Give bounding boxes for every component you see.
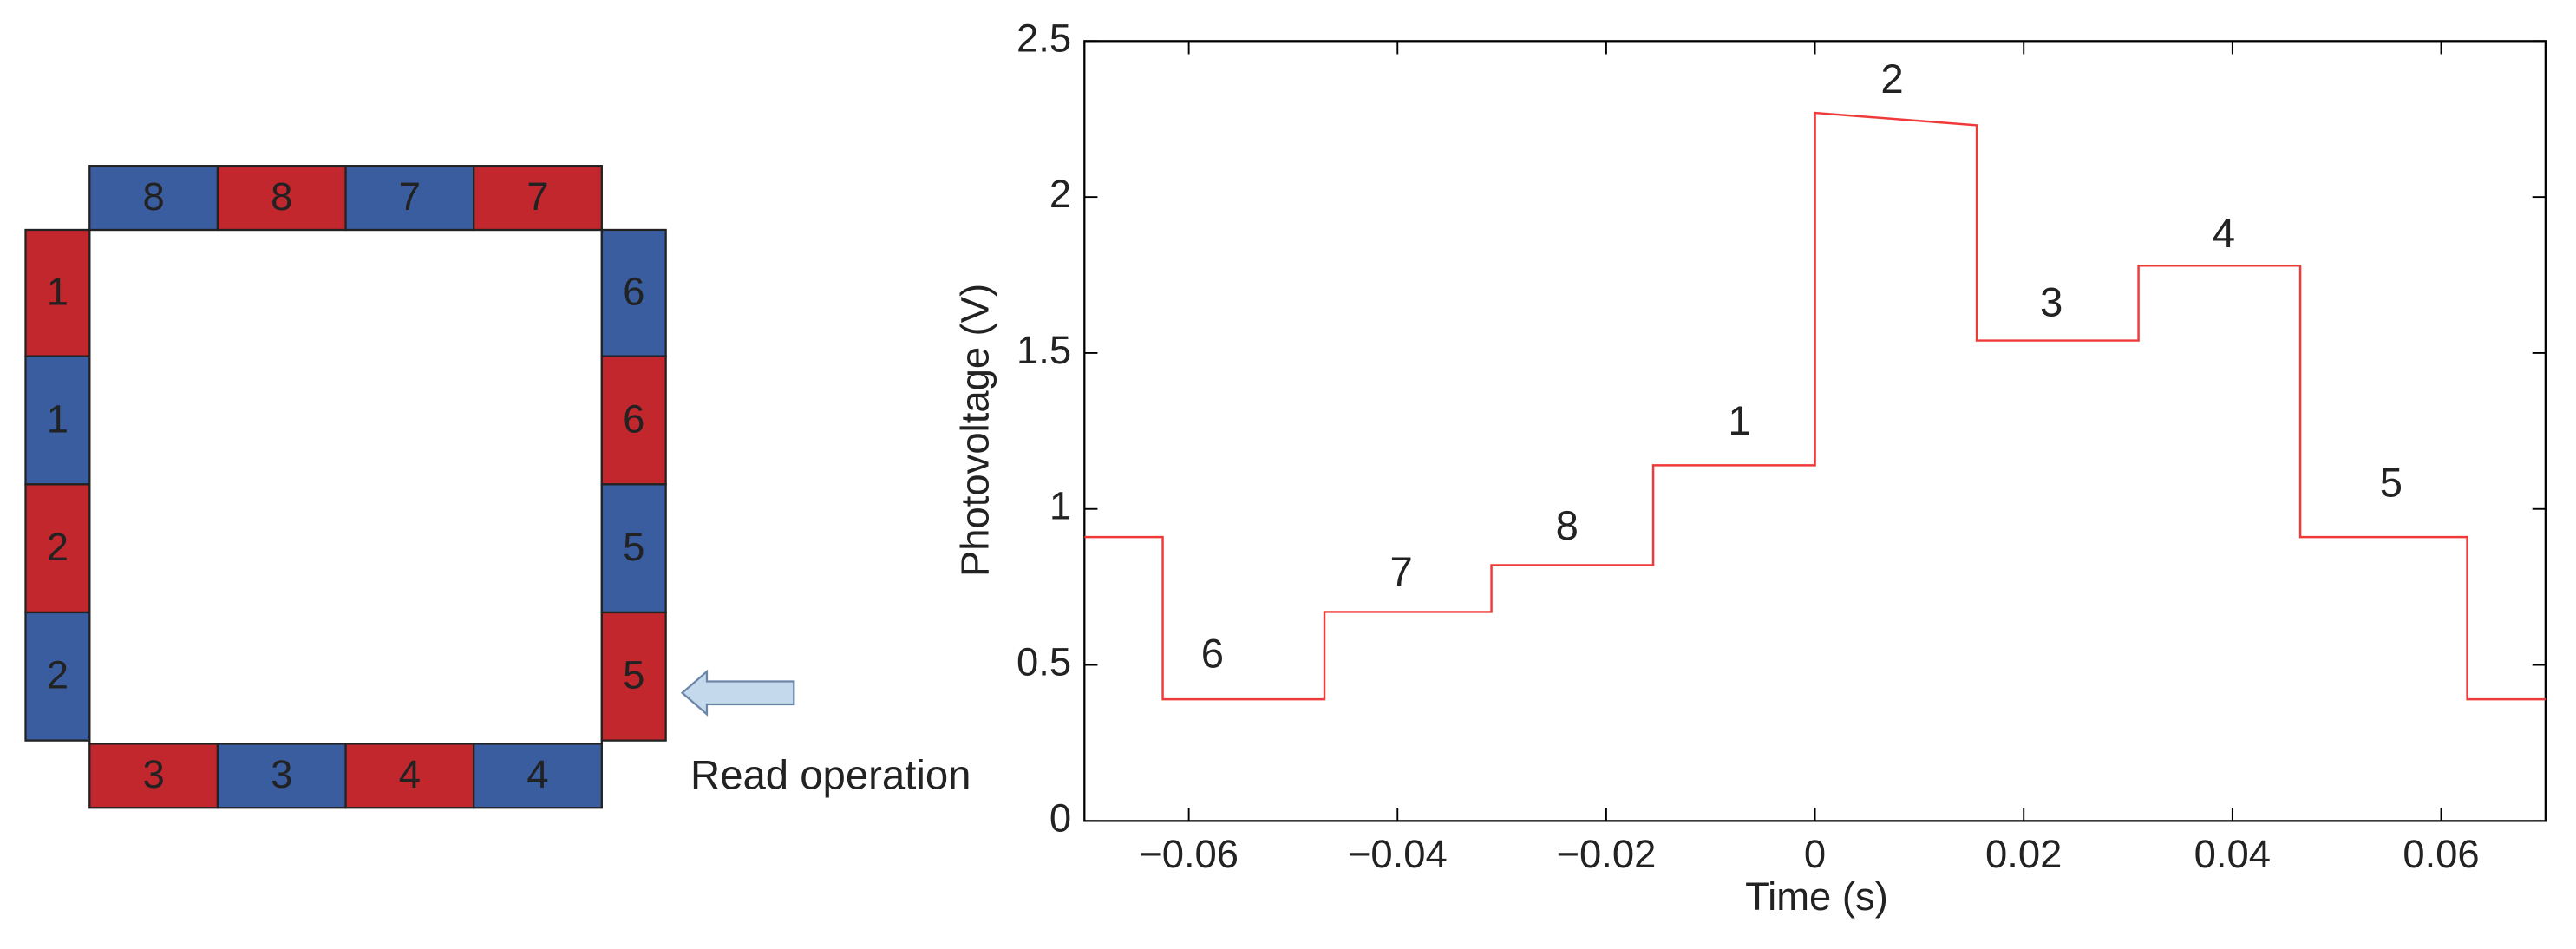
- block-label: 6: [623, 270, 644, 314]
- x-tick-label: 0: [1804, 832, 1826, 876]
- block-label: 5: [623, 653, 644, 697]
- step-annotation: 1: [1728, 398, 1750, 444]
- block-label: 3: [142, 752, 164, 796]
- memory-block: [24, 355, 91, 486]
- memory-ring-frame: [88, 228, 603, 745]
- y-tick-label: 0: [1049, 795, 1071, 840]
- memory-block: [88, 165, 219, 232]
- memory-block: [88, 743, 219, 809]
- block-label: 2: [47, 525, 69, 569]
- block-label: 7: [526, 174, 548, 219]
- block-label: 5: [623, 525, 644, 569]
- y-axis-label: Photovoltage (V): [952, 284, 997, 577]
- memory-block: [24, 611, 91, 742]
- block-label: 3: [271, 752, 292, 796]
- y-tick-label: 1.5: [1017, 328, 1071, 372]
- y-tick-label: 2: [1049, 172, 1071, 216]
- memory-block: [473, 165, 603, 232]
- memory-block: [600, 483, 667, 614]
- y-tick-label: 1: [1049, 484, 1071, 528]
- block-label: 2: [47, 653, 69, 697]
- memory-block: [344, 743, 475, 809]
- x-tick-label: 0.06: [2403, 832, 2479, 876]
- signal-line: [1084, 111, 2546, 701]
- memory-block: [24, 483, 91, 614]
- memory-block: [600, 611, 667, 742]
- x-tick-label: 0.02: [1985, 832, 2062, 876]
- memory-block: [600, 228, 667, 357]
- read-caption: Read operation: [690, 753, 971, 799]
- block-label: 1: [47, 396, 69, 441]
- x-tick-label: −0.04: [1348, 832, 1448, 876]
- block-label: 8: [142, 174, 164, 219]
- x-tick-label: −0.06: [1139, 832, 1239, 876]
- block-label: 7: [399, 174, 421, 219]
- memory-block: [216, 743, 347, 809]
- x-axis-label: Time (s): [1745, 874, 1888, 919]
- x-tick-label: 0.04: [2194, 832, 2271, 876]
- block-label: 4: [526, 752, 548, 796]
- y-tick-label: 0.5: [1017, 640, 1071, 684]
- step-annotation: 4: [2213, 211, 2235, 257]
- block-label: 4: [399, 752, 421, 796]
- step-annotation: 5: [2380, 461, 2403, 507]
- read-arrow: [680, 669, 795, 717]
- memory-block: [216, 165, 347, 232]
- y-tick-label: 2.5: [1017, 16, 1071, 60]
- x-tick-label: −0.02: [1556, 832, 1656, 876]
- block-label: 6: [623, 396, 644, 441]
- step-annotation: 8: [1556, 503, 1579, 549]
- step-annotation: 2: [1880, 56, 1903, 102]
- step-annotation: 7: [1389, 549, 1412, 595]
- step-annotation: 3: [2040, 280, 2063, 326]
- block-label: 1: [47, 270, 69, 314]
- block-label: 8: [271, 174, 292, 219]
- step-annotation: 6: [1201, 632, 1224, 677]
- memory-block: [473, 743, 603, 809]
